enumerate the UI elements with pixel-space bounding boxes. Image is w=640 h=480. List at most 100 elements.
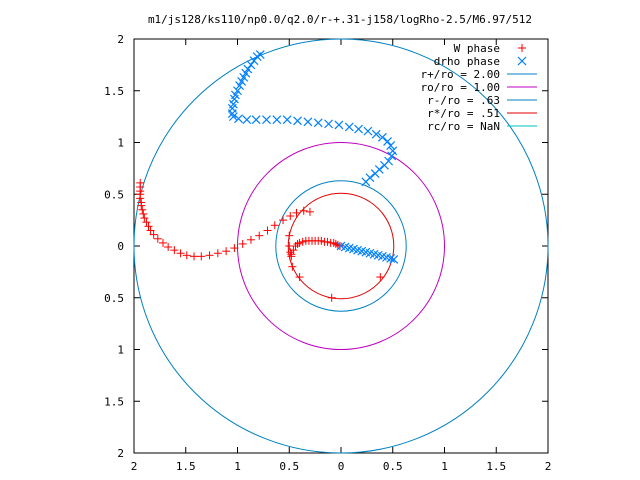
w-phase-point [238,239,247,248]
drho-phase-point [380,160,389,170]
w-phase-point [164,243,173,252]
y-tick-label: 0.5 [104,292,124,305]
y-tick-label: 1 [117,344,124,357]
drho-phase-point [344,122,354,132]
drho-phase-point [282,115,292,125]
w-phase-point [142,218,151,227]
w-phase-point [329,238,338,247]
drho-phase-point [383,137,392,146]
w-phase-point [146,226,155,235]
tick-labels: 2 1.5 1 0.5 0 0.5 1 1.5 221.510.500.511.52 [104,33,551,473]
w-phase-point [263,226,272,235]
w-phase-point [291,242,300,250]
w-phase-point [176,249,185,258]
x-tick-label: 0.5 [279,460,299,473]
drho-phase-point [313,118,323,128]
x-tick-label: 2 [545,460,552,473]
legend-entry-2: r+/ro = 2.00 [421,68,537,81]
drho-phase-point [386,141,396,151]
x-tick-label: 2 [131,460,138,473]
drho-phase-point [387,151,397,161]
x-tick-label: 1.5 [486,460,506,473]
w-phase-point [153,234,162,243]
y-tick-label: 1 [117,137,124,150]
legend-entry-0: W phase [454,42,526,55]
drho-phase-point [249,56,259,66]
drho-phase-point [242,115,252,125]
drho-phase-point [227,109,237,118]
w-phase-point [213,249,222,258]
w-phase-point [270,221,279,230]
chart-title: m1/js128/ks110/np0.0/q2.0/r-+.31-j158/lo… [148,13,532,26]
w-phase-point [205,251,214,260]
w-phase-point [292,208,301,217]
w-phase-point [144,222,153,231]
w-phase-point [136,194,145,203]
w-phase-point [287,250,296,259]
drho-phase-point [229,94,239,104]
w-phase-point [327,293,336,302]
drho-phase-point [272,115,282,125]
legend-label: r+/ro = 2.00 [421,68,500,81]
x-tick-label: 1 [234,460,241,473]
legend-label: drho phase [434,55,500,68]
legend-entry-1: drho phase [434,55,527,68]
legend-entry-4: r-/ro = .63 [427,94,537,107]
w-phase-point [293,239,302,248]
legend-marker [518,44,526,52]
drho-phase-point [233,86,242,96]
drho-phase-point [234,114,243,124]
y-tick-label: 0 [117,240,124,253]
drho-phase-point [334,120,344,130]
drho-phase-point [293,116,302,126]
y-tick-label: 1.5 [104,85,124,98]
legend-label: W phase [454,42,500,55]
drho-phase-point [303,117,313,127]
drho-phase-point [228,112,238,122]
legend-label: r*/ro = .51 [427,107,500,120]
drho-phase-point [377,132,387,142]
drho-phase-point [235,81,244,90]
w-phase-point [190,252,199,261]
drho-phase-point [252,52,262,62]
circle-series-3 [237,142,445,350]
circle-series-4 [275,180,407,312]
y-tick-label: 2 [117,33,124,46]
w-phase-point [335,242,344,250]
drho-phase-point [324,119,334,129]
legend-label: ro/ro = 1.00 [421,81,500,94]
legend-label: r-/ro = .63 [427,94,500,107]
drho-phase-point [363,126,373,136]
w-phase-point [170,246,179,255]
w-phase-point [222,247,231,256]
y-tick-label: 1.5 [104,395,124,408]
w-phase-point [137,201,146,210]
legend-entry-6: rc/ro = NaN [427,120,537,133]
data-points [136,50,399,302]
w-phase-point [140,214,149,223]
w-phase-point [305,207,314,216]
w-phase-point [149,230,158,239]
w-phase-point [197,252,206,261]
w-phase-point [230,244,239,253]
w-phase-point [138,205,147,214]
w-phase-point [246,235,255,244]
w-phase-point [139,209,148,218]
drho-phase-point [237,77,247,86]
w-phase-point [182,251,191,260]
legend-entry-3: ro/ro = 1.00 [421,81,537,94]
x-tick-label: 1.5 [176,460,196,473]
w-phase-point [285,231,294,240]
drho-phase-point [370,169,380,178]
w-phase-point [288,262,297,271]
w-phase-point [279,216,288,225]
legend-marker [517,56,527,66]
drho-phase-point [239,72,249,82]
drho-phase-point [386,253,396,263]
y-tick-label: 2 [117,447,124,460]
circle-series-2 [133,38,549,454]
w-phase-point [295,273,304,282]
w-phase-point [158,238,167,247]
